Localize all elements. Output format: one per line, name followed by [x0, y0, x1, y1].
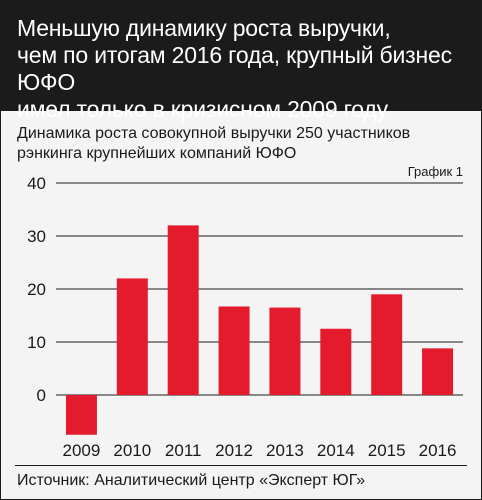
- bar: [65, 395, 97, 435]
- source-note: Источник: Аналитический центр «Эксперт Ю…: [17, 472, 366, 489]
- y-tick-label: 0: [37, 386, 46, 405]
- x-tick-label: 2016: [419, 441, 457, 460]
- x-tick-label: 2013: [266, 441, 304, 460]
- bar: [269, 307, 301, 395]
- figure-label: График 1: [407, 164, 463, 179]
- x-tick-label: 2010: [113, 441, 151, 460]
- x-tick-label: 2009: [63, 441, 101, 460]
- bar: [422, 348, 454, 395]
- bar: [218, 306, 250, 395]
- x-tick-label: 2014: [317, 441, 355, 460]
- headline: Меньшую динамику роста выручки, чем по и…: [17, 15, 452, 122]
- y-tick-labels: 0 10 20 30 40: [27, 174, 46, 405]
- y-tick-label: 30: [27, 227, 46, 246]
- x-tick-label: 2015: [368, 441, 406, 460]
- y-tick-label: 20: [27, 280, 46, 299]
- footer-divider: [15, 465, 467, 466]
- chart-title: Динамика роста совокупной выручки 250 уч…: [17, 125, 411, 162]
- bar: [371, 294, 403, 395]
- y-tick-label: 10: [27, 333, 46, 352]
- bars: [65, 225, 454, 435]
- bar: [116, 278, 148, 395]
- x-tick-labels: 2009 2010 2011 2012 2013 2014 2015 2016: [63, 441, 457, 460]
- x-tick-label: 2012: [215, 441, 253, 460]
- header-banner: Меньшую динамику роста выручки, чем по и…: [1, 1, 481, 122]
- x-tick-label: 2011: [165, 441, 202, 460]
- bar: [167, 225, 199, 395]
- y-tick-label: 40: [27, 174, 46, 193]
- bar: [320, 328, 352, 395]
